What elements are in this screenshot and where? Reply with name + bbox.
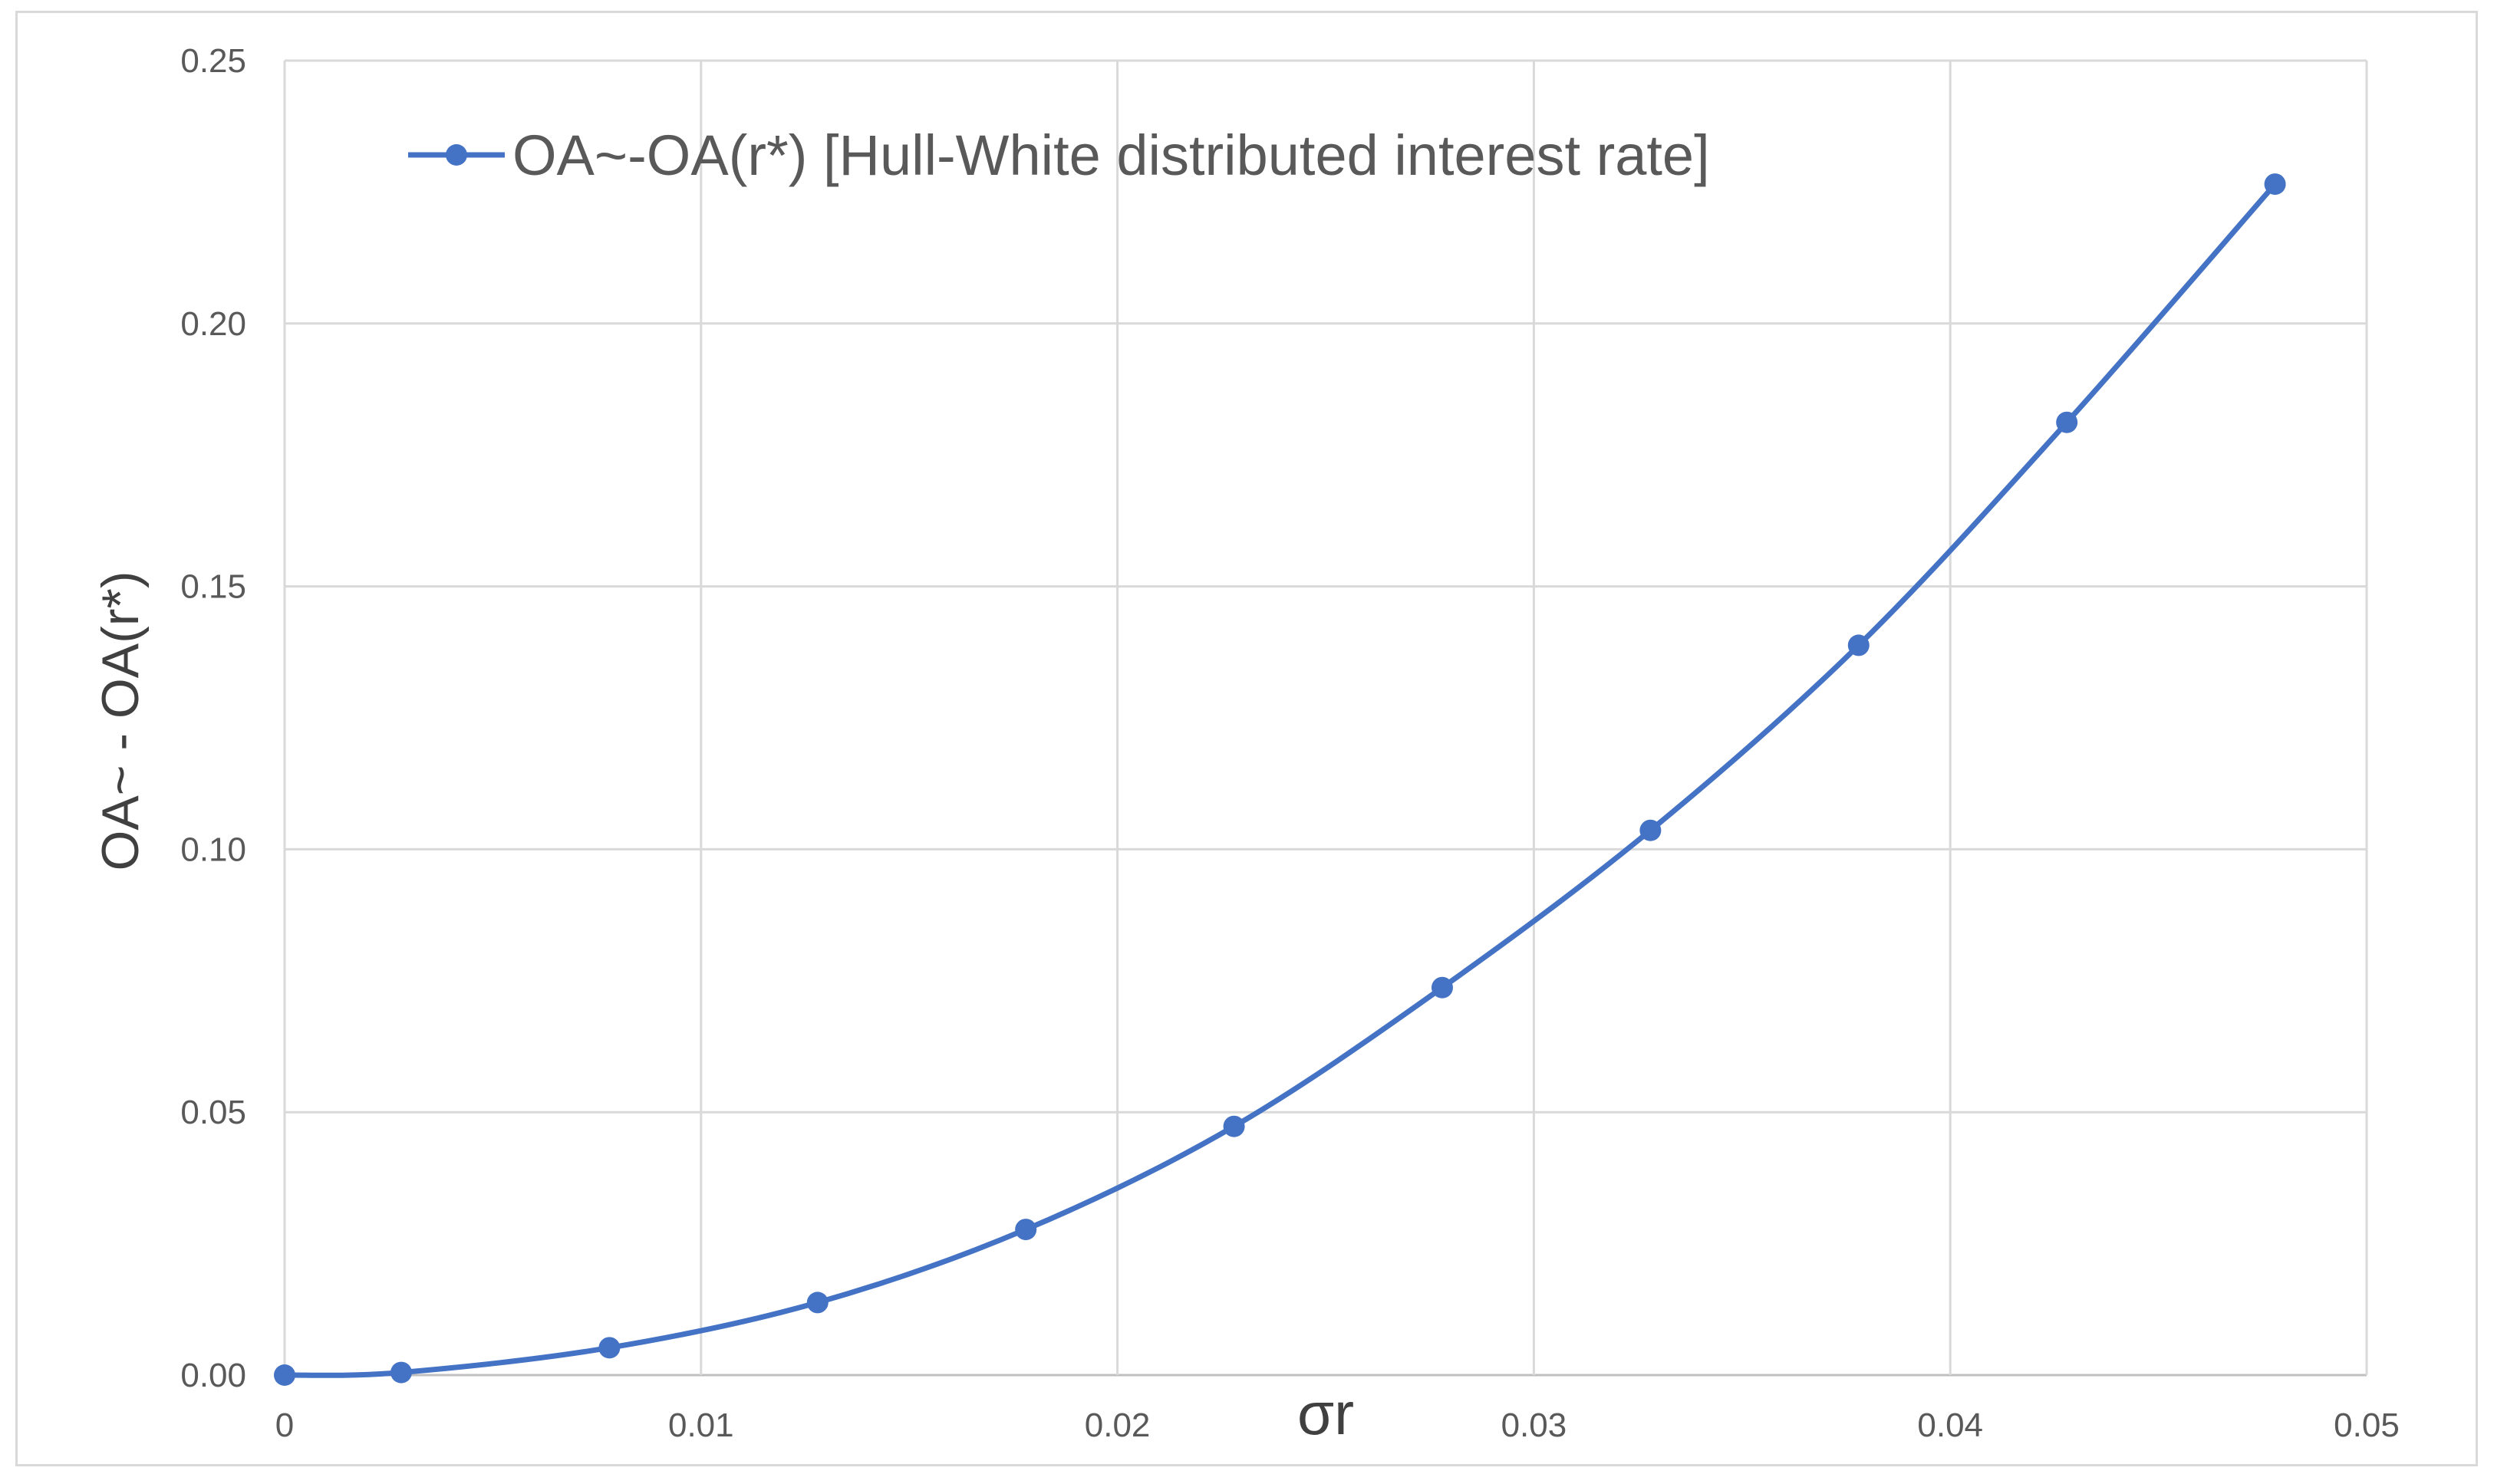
x-axis-tick-labels: 0 0.01 0.02 0.03 0.04 0.05 [275,1407,2400,1444]
y-axis-tick-labels: 0.00 0.05 0.10 0.15 0.20 0.25 [180,42,246,1394]
x-tick-label: 0.02 [1085,1407,1151,1444]
x-tick-label: 0.05 [2334,1407,2400,1444]
series-line [282,181,2278,1378]
data-point-marker [390,1361,412,1384]
data-point-marker [1431,976,1453,999]
legend: OA~-OA(r*) [Hull-White distributed inter… [408,123,1710,187]
chart-area [15,11,2478,1466]
y-axis-title: OA~ - OA(r*) [91,571,150,870]
y-tick-label: 0.05 [180,1094,246,1131]
y-tick-label: 0.20 [180,305,246,343]
data-point-marker [806,1292,829,1314]
data-point-marker [1639,819,1662,841]
gridlines [283,59,2368,1377]
series-layer [274,173,2286,1386]
data-point-marker [1223,1115,1245,1137]
x-tick-label: 0.03 [1501,1407,1567,1444]
legend-label: OA~-OA(r*) [Hull-White distributed inter… [512,123,1710,187]
legend-marker-swatch [446,144,467,166]
y-tick-label: 0.00 [180,1357,246,1394]
x-tick-label: 0.04 [1917,1407,1983,1444]
y-tick-label: 0.15 [180,568,246,606]
data-point-marker [2056,411,2078,433]
y-tick-label: 0.10 [180,831,246,868]
x-tick-label: 0 [275,1407,294,1444]
data-point-marker [274,1364,295,1386]
x-axis-title: σr [1297,1380,1354,1447]
data-point-marker [1015,1219,1037,1241]
data-point-marker [2264,173,2286,196]
data-point-marker [1847,634,1870,656]
x-tick-label: 0.01 [668,1407,734,1444]
data-point-marker [598,1337,621,1359]
y-tick-label: 0.25 [180,42,246,80]
